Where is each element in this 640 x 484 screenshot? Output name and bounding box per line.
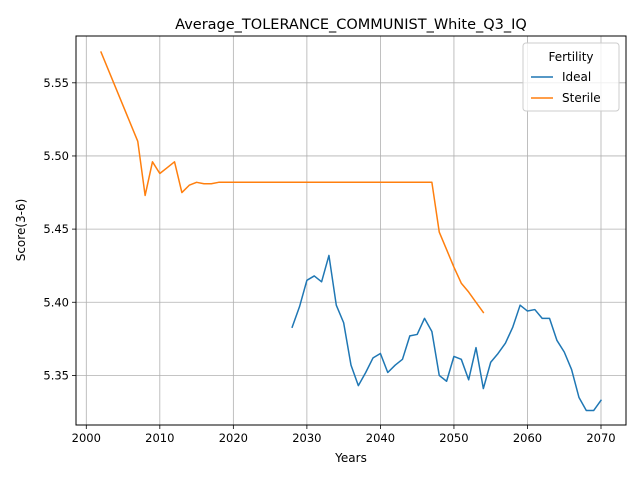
x-tick-label: 2020 [219, 431, 248, 445]
series-lines [100, 51, 603, 412]
x-tick-label: 2010 [145, 431, 174, 445]
y-axis-label: Score(3-6) [14, 199, 28, 262]
y-tick-label: 5.35 [43, 368, 69, 382]
legend-title: Fertility [548, 50, 593, 64]
y-tick-label: 5.40 [43, 295, 69, 309]
y-tick-label: 5.45 [43, 222, 69, 236]
x-axis-label: Years [334, 451, 367, 465]
chart-title: Average_TOLERANCE_COMMUNIST_White_Q3_IQ [175, 17, 527, 33]
x-tick-label: 2070 [586, 431, 615, 445]
series-line-sterile [100, 51, 485, 314]
x-tick-label: 2060 [513, 431, 542, 445]
legend-label-sterile: Sterile [562, 91, 601, 105]
legend-box [522, 42, 620, 112]
legend: Fertility Ideal Sterile [522, 42, 620, 112]
series-line-ideal [291, 254, 603, 412]
x-tick-label: 2040 [366, 431, 395, 445]
y-tick-label: 5.55 [43, 76, 69, 90]
plot-area-frame [75, 35, 627, 426]
x-tick-label: 2050 [439, 431, 468, 445]
legend-label-ideal: Ideal [562, 70, 591, 84]
x-tick-label: 2030 [292, 431, 321, 445]
x-tick-label: 2000 [72, 431, 101, 445]
axis-ticks: 2000 2010 2020 2030 2040 2050 2060 2070 5.35 5.40… [43, 76, 615, 445]
y-tick-label: 5.50 [43, 149, 69, 163]
